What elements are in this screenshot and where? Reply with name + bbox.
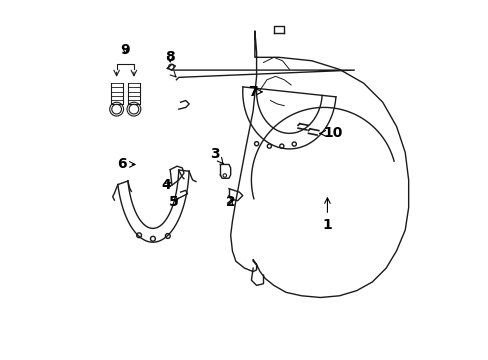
Text: 10: 10 — [319, 126, 342, 140]
Text: 1: 1 — [322, 198, 332, 232]
Text: 9: 9 — [120, 44, 130, 57]
Text: 8: 8 — [165, 50, 175, 64]
Text: 4: 4 — [162, 178, 171, 192]
Text: 2: 2 — [225, 195, 235, 210]
Text: 6: 6 — [117, 157, 135, 171]
Text: 7: 7 — [248, 85, 262, 99]
Text: 5: 5 — [168, 195, 178, 210]
Text: 3: 3 — [210, 147, 223, 163]
